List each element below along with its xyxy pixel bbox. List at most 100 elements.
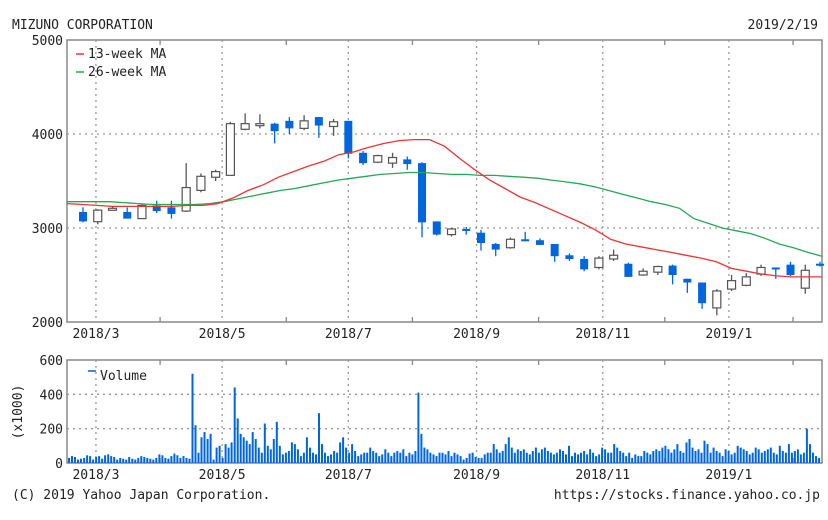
candle-down (668, 265, 677, 275)
month-label: 2019/1 (705, 468, 752, 483)
volume-bar (489, 452, 492, 463)
volume-bar (107, 454, 110, 463)
volume-bar (423, 447, 426, 463)
volume-bar (71, 456, 73, 463)
volume-unit-label: (x1000) (11, 385, 26, 440)
volume-bar (417, 392, 420, 463)
volume-bar (318, 413, 320, 463)
volume-bar (492, 444, 495, 463)
volume-bar (580, 452, 582, 463)
volume-bar (366, 452, 369, 463)
candle-up (638, 270, 648, 276)
volume-bar (736, 445, 739, 463)
volume-bar (531, 451, 534, 463)
volume-bar (429, 452, 432, 463)
volume-bar (128, 457, 131, 463)
candle-up (800, 269, 810, 289)
volume-bar (559, 449, 561, 463)
volume-bar (203, 432, 206, 463)
volume-bar (408, 452, 411, 463)
volume-bar (818, 457, 820, 463)
price-tick-label: 4000 (32, 128, 63, 143)
volume-bar (534, 447, 537, 463)
volume-bar (643, 451, 646, 463)
volume-bar (670, 452, 673, 463)
volume-bar (772, 452, 775, 463)
volume-bar (781, 451, 784, 463)
volume-bar (516, 449, 519, 463)
volume-bar (510, 447, 513, 463)
volume-bar (426, 449, 429, 463)
volume-bar (324, 452, 326, 463)
volume-bar (396, 451, 399, 463)
volume-bar (498, 452, 501, 463)
plot-frame (66, 359, 823, 464)
volume-bar (577, 454, 579, 463)
volume-bar (592, 452, 595, 463)
volume-bar (462, 459, 465, 463)
price-tick-label: 2000 (32, 316, 63, 331)
volume-bar (182, 456, 185, 463)
volume-bar (327, 456, 329, 463)
volume-bar (125, 459, 128, 463)
volume-bar (369, 447, 372, 463)
candle-up (255, 123, 265, 127)
volume-bar (384, 449, 387, 463)
month-label: 2018/11 (575, 327, 630, 342)
candle-up (594, 257, 604, 269)
volume-bar (381, 454, 384, 463)
volume-bar (299, 456, 302, 463)
volume-bar (119, 457, 122, 463)
volume-bar (727, 451, 730, 463)
volume-bar (254, 439, 257, 463)
volume-bar (221, 457, 224, 463)
volume-bar (402, 449, 405, 463)
volume-bar (742, 449, 745, 463)
candle-up (240, 123, 250, 130)
volume-bar (275, 421, 278, 463)
volume-bar (209, 433, 212, 463)
company-title: MIZUNO CORPORATION (12, 18, 153, 33)
candle-down (462, 228, 471, 231)
candle-up (181, 186, 191, 212)
volume-bar (676, 444, 679, 463)
volume-bar (730, 454, 733, 463)
volume-bar (179, 457, 182, 463)
volume-bar (507, 437, 510, 464)
volume-bar (745, 451, 748, 463)
price-tick-label: 5000 (32, 34, 63, 49)
source-url[interactable]: https://stocks.finance.yahoo.co.jp (553, 488, 820, 503)
volume-bar (537, 452, 540, 463)
volume-bar (191, 373, 194, 463)
candle-up (373, 155, 383, 163)
ma26-line (67, 171, 823, 257)
price-grid (66, 39, 823, 323)
volume-bar (486, 452, 489, 463)
candle-down (285, 120, 294, 129)
volume-bar (131, 458, 134, 463)
volume-bar (212, 459, 215, 463)
axis-labels: 50004000300020006004002000(x1000)2018/32… (11, 34, 752, 483)
candle-up (299, 120, 309, 129)
candle-down (314, 117, 323, 126)
chart-date: 2019/2/19 (747, 18, 818, 33)
volume-bar (649, 454, 652, 463)
volume-bar (206, 439, 209, 463)
volume-bar (200, 437, 203, 464)
volume-bar (754, 447, 757, 463)
volume-bar (68, 457, 70, 463)
volume-bar (652, 451, 655, 463)
volume-bar (703, 440, 706, 463)
volume-bar (233, 387, 236, 463)
volume-bar (155, 457, 158, 463)
volume-bar (330, 454, 332, 463)
volume-bar (555, 452, 558, 463)
volume-bar (387, 452, 390, 463)
candle-down (565, 255, 574, 260)
volume-bar (748, 454, 751, 463)
volume-bar (778, 445, 781, 463)
volume-bar (137, 457, 140, 463)
volume-bar (95, 457, 98, 463)
volume-bar (733, 452, 736, 463)
